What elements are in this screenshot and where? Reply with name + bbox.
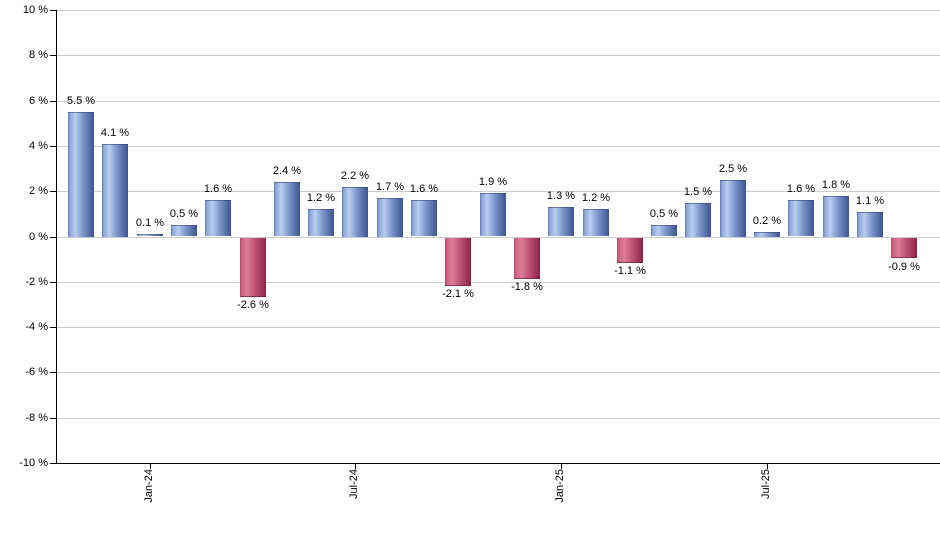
bar-2 — [137, 234, 163, 236]
bar-14 — [548, 207, 574, 236]
bar-20 — [754, 232, 780, 237]
bar-value-label-13: -1.8 % — [511, 281, 543, 293]
bar-9 — [377, 198, 403, 237]
bar-5 — [240, 238, 266, 297]
gridline-8 — [57, 55, 940, 56]
bar-0 — [68, 112, 94, 237]
bar-value-label-4: 1.6 % — [203, 183, 233, 195]
y-tick-2 — [50, 191, 56, 192]
gridline-0 — [57, 237, 940, 238]
x-tick-label-Jan-24: Jan-24 — [143, 469, 155, 503]
bar-value-label-9: 1.7 % — [375, 181, 405, 193]
bar-3 — [171, 225, 197, 236]
bar-value-label-7: 1.2 % — [306, 192, 336, 204]
x-tick-Jan-25 — [561, 464, 562, 469]
y-tick-label--6: -6 % — [25, 366, 48, 378]
y-tick--8 — [50, 418, 56, 419]
y-tick-label--4: -4 % — [25, 321, 48, 333]
bar-value-label-10: 1.6 % — [409, 183, 439, 195]
bar-value-label-6: 2.4 % — [272, 165, 302, 177]
y-tick-4 — [50, 146, 56, 147]
x-axis-line — [56, 463, 940, 464]
bar-value-label-1: 4.1 % — [100, 127, 130, 139]
y-tick--4 — [50, 327, 56, 328]
bar-value-label-16: -1.1 % — [614, 265, 646, 277]
bar-4 — [205, 200, 231, 236]
y-tick-label--2: -2 % — [25, 276, 48, 288]
bar-value-label-23: 1.1 % — [855, 195, 885, 207]
y-tick-label-2: 2 % — [29, 185, 48, 197]
bar-1 — [102, 144, 128, 237]
bar-21 — [788, 200, 814, 236]
y-tick-8 — [50, 55, 56, 56]
bar-value-label-17: 0.5 % — [649, 208, 679, 220]
gridline--4 — [57, 327, 940, 328]
bar-value-label-21: 1.6 % — [786, 183, 816, 195]
bar-18 — [685, 203, 711, 237]
bar-10 — [411, 200, 437, 236]
bar-12 — [480, 193, 506, 236]
bar-19 — [720, 180, 746, 237]
bar-value-label-8: 2.2 % — [340, 170, 370, 182]
x-tick-label-Jul-24: Jul-24 — [348, 469, 360, 499]
y-tick-0 — [50, 237, 56, 238]
bar-value-label-5: -2.6 % — [237, 299, 269, 311]
x-tick-label-Jan-25: Jan-25 — [554, 469, 566, 503]
bar-value-label-22: 1.8 % — [821, 179, 851, 191]
y-tick--10 — [50, 463, 56, 464]
y-tick-label-0: 0 % — [29, 231, 48, 243]
y-tick-label-4: 4 % — [29, 140, 48, 152]
y-tick-label-10: 10 % — [22, 4, 48, 16]
bar-value-label-15: 1.2 % — [581, 192, 611, 204]
bar-23 — [857, 212, 883, 237]
bar-24 — [891, 238, 917, 258]
x-tick-Jan-24 — [150, 464, 151, 469]
gridline-6 — [57, 101, 940, 102]
y-tick-label--8: -8 % — [25, 412, 48, 424]
bar-value-label-11: -2.1 % — [442, 288, 474, 300]
bar-value-label-18: 1.5 % — [683, 186, 713, 198]
gridline-10 — [57, 10, 940, 11]
bar-17 — [651, 225, 677, 236]
gridline--8 — [57, 418, 940, 419]
bar-value-label-24: -0.9 % — [888, 261, 920, 273]
bar-13 — [514, 238, 540, 279]
bar-15 — [583, 209, 609, 236]
bar-22 — [823, 196, 849, 237]
gridline--2 — [57, 282, 940, 283]
y-tick--2 — [50, 282, 56, 283]
bar-value-label-14: 1.3 % — [546, 190, 576, 202]
bar-value-label-3: 0.5 % — [169, 208, 199, 220]
x-tick-Jul-24 — [355, 464, 356, 469]
y-tick-label--10: -10 % — [19, 457, 48, 469]
bar-8 — [342, 187, 368, 237]
y-tick-label-6: 6 % — [29, 95, 48, 107]
bar-6 — [274, 182, 300, 236]
y-tick-label-8: 8 % — [29, 49, 48, 61]
gridline-4 — [57, 146, 940, 147]
gridline--6 — [57, 372, 940, 373]
bar-value-label-20: 0.2 % — [752, 215, 782, 227]
bar-7 — [308, 209, 334, 236]
bar-value-label-12: 1.9 % — [478, 176, 508, 188]
bar-value-label-0: 5.5 % — [66, 95, 96, 107]
y-axis-line — [56, 10, 57, 464]
x-tick-Jul-25 — [767, 464, 768, 469]
y-tick--6 — [50, 372, 56, 373]
y-tick-6 — [50, 101, 56, 102]
bar-11 — [445, 238, 471, 286]
bar-value-label-19: 2.5 % — [718, 163, 748, 175]
bar-16 — [617, 238, 643, 263]
bar-value-label-2: 0.1 % — [135, 217, 165, 229]
y-tick-10 — [50, 10, 56, 11]
gridline-2 — [57, 191, 940, 192]
x-tick-label-Jul-25: Jul-25 — [760, 469, 772, 499]
